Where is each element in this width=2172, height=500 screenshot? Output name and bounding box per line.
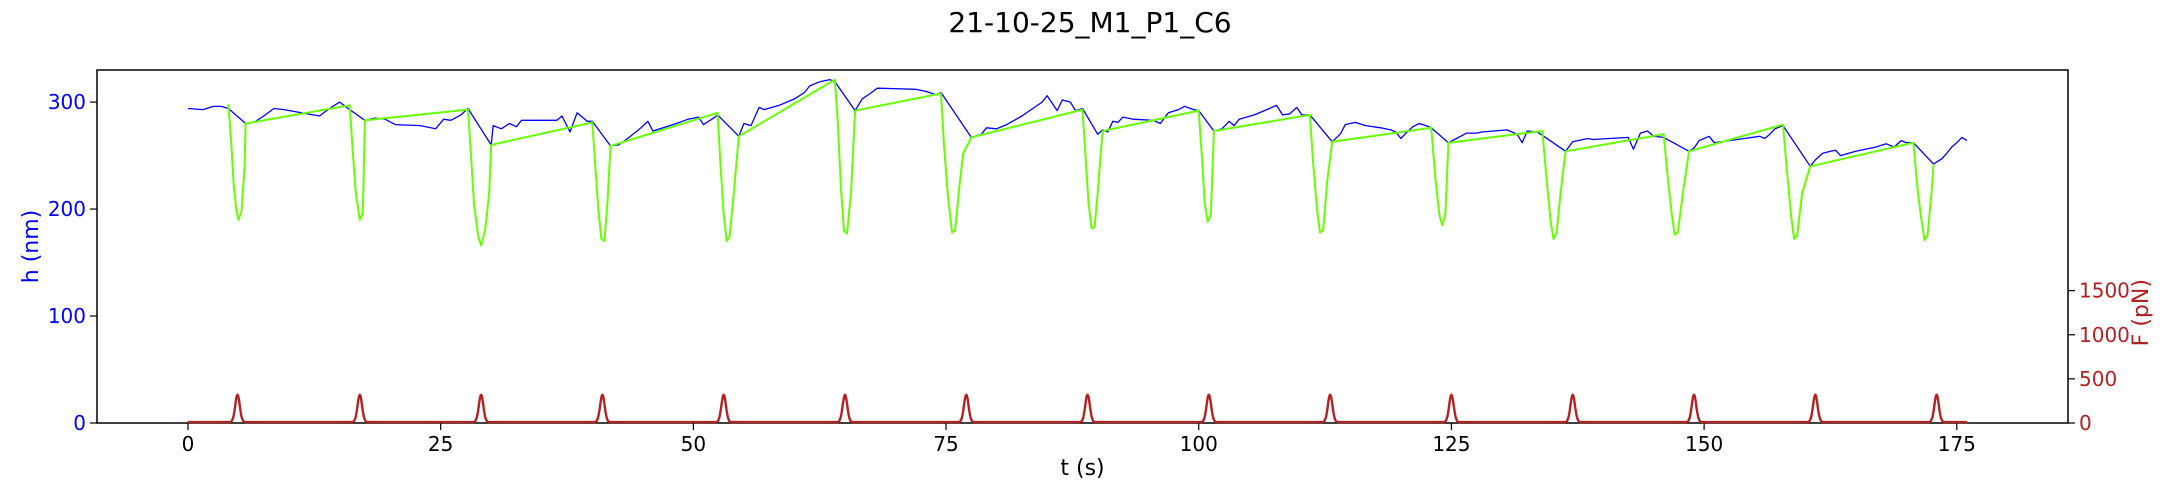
x-tick-label: 25 (428, 432, 453, 456)
x-tick-label: 50 (681, 432, 706, 456)
left-y-tick-label: 100 (48, 304, 86, 328)
x-tick-label: 150 (1685, 432, 1723, 456)
height-series-line (187, 78, 1968, 167)
right-y-tick-label: 1500 (2079, 279, 2130, 303)
right-y-tick-label: 1000 (2079, 323, 2130, 347)
x-tick-label: 75 (933, 432, 958, 456)
x-axis-title: t (s) (1060, 456, 1104, 481)
chart-title: 21-10-25_M1_P1_C6 (948, 6, 1231, 39)
x-tick-label: 175 (1938, 432, 1976, 456)
x-tick-label: 0 (182, 432, 195, 456)
height-approach-series-line (227, 78, 1935, 247)
right-y-tick-label: 500 (2079, 367, 2117, 391)
right-y-axis-title: F (pN) (2129, 279, 2154, 346)
force-series-line (187, 393, 1968, 424)
left-y-axis-title: h (nm) (19, 210, 44, 283)
left-y-tick-label: 200 (48, 197, 86, 221)
right-y-tick-label: 0 (2079, 411, 2092, 435)
right-y-axis: 0 500 1000 1500 (2068, 279, 2130, 435)
plot-area-frame (96, 69, 2069, 424)
left-y-tick-label: 0 (73, 411, 86, 435)
series-layer (187, 78, 1968, 424)
x-tick-label: 100 (1180, 432, 1218, 456)
x-tick-label: 125 (1432, 432, 1470, 456)
left-y-axis: 0 100 200 300 (48, 90, 97, 435)
left-y-tick-label: 300 (48, 90, 86, 114)
x-axis: 0 25 50 75 100 125 150 175 (182, 423, 1976, 456)
